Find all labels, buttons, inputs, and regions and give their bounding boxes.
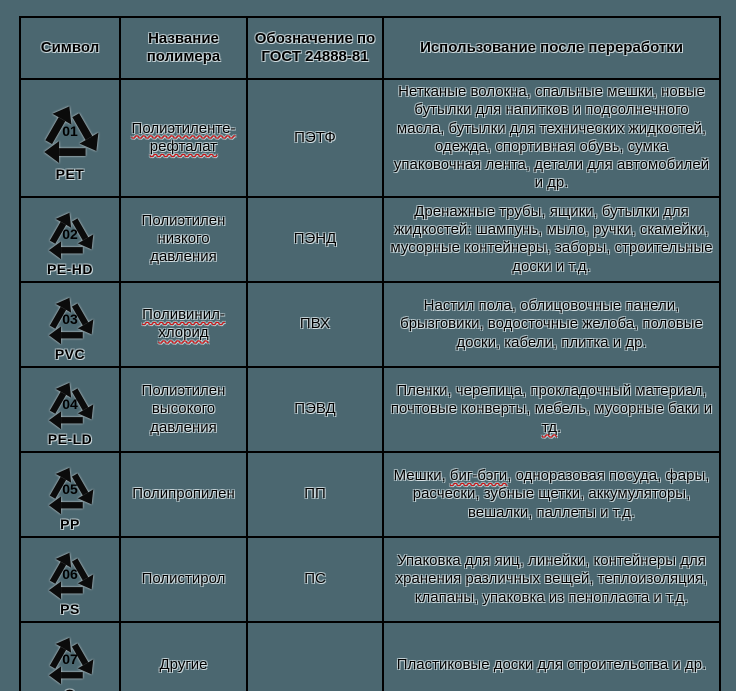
recycling-triangle-icon bbox=[48, 212, 94, 260]
col-header-gost-designation: Обозначение по ГОСТ 24888-81 bbox=[246, 16, 384, 80]
symbol-number: 03 bbox=[62, 310, 78, 327]
header-row: Символ Название полимера Обозначение по … bbox=[19, 16, 721, 80]
use-cell: Настил пола, облицовочные панели, брызго… bbox=[382, 280, 721, 368]
symbol-number: 04 bbox=[62, 395, 78, 412]
polymer-name-cell: Другие bbox=[119, 621, 248, 691]
gost-cell: ПЭТФ bbox=[246, 78, 384, 198]
recycling-symbol-01: 01 PET bbox=[29, 92, 111, 183]
table-row-ps: 06 PS Полистирол ПС Упаковка для яиц, ли… bbox=[19, 536, 721, 624]
use-text: Пленки, черепица, прокладочный материал,… bbox=[390, 382, 713, 418]
polymer-name-cell: Полипропилен bbox=[119, 451, 248, 539]
symbol-label: PET bbox=[55, 166, 85, 183]
symbol-label: PVC bbox=[54, 345, 86, 362]
polymer-name-cell: Поливинил-хлорид bbox=[119, 280, 248, 368]
use-cell: Нетканые волокна, спальные мешки, новые … bbox=[382, 78, 721, 198]
symbol-cell: 04 PE-LD bbox=[19, 365, 121, 454]
symbol-number: 06 bbox=[62, 566, 78, 583]
recycling-triangle-icon bbox=[48, 552, 94, 600]
polymer-name-cell: Полиэтиленте-рефталат bbox=[119, 78, 248, 198]
symbol-label: O bbox=[29, 686, 111, 691]
recycling-symbol-06: 06 PS bbox=[29, 541, 111, 618]
symbol-cell: 02 PE-HD bbox=[19, 195, 121, 283]
gost-cell: ПВХ bbox=[246, 280, 384, 368]
polymer-name: Полиэтиленте-рефталат bbox=[131, 119, 236, 155]
recycling-symbol-04: 04 PE-LD bbox=[29, 371, 111, 448]
polymer-name: Поливинил-хлорид bbox=[142, 306, 225, 342]
symbol-number: 07 bbox=[62, 651, 78, 668]
recycling-triangle-icon bbox=[48, 467, 94, 515]
gost-cell: ПЭВД bbox=[246, 365, 384, 454]
symbol-number: 05 bbox=[62, 481, 78, 498]
use-cell: Упаковка для яиц, линейки, контейнеры дл… bbox=[382, 536, 721, 624]
recycling-triangle-icon bbox=[44, 106, 99, 164]
symbol-cell: 01 PET bbox=[19, 78, 121, 198]
table-row-pe-ld: 04 PE-LD Полиэтилен высокого давления ПЭ… bbox=[19, 365, 721, 454]
polymer-name: Полиэтилен низкого давления bbox=[141, 211, 226, 266]
polymer-name-cell: Полиэтилен высокого давления bbox=[119, 365, 248, 454]
symbol-number: 01 bbox=[62, 123, 78, 140]
polymer-name-cell: Полиэтилен низкого давления bbox=[119, 195, 248, 283]
table-row-pet: 01 PET Полиэтиленте-рефталат ПЭТФ Неткан… bbox=[19, 78, 721, 198]
use-cell: Пленки, черепица, прокладочный материал,… bbox=[382, 365, 721, 454]
symbol-cell: 03 PVC bbox=[19, 280, 121, 368]
use-cell: Пластиковые доски для строительства и др… bbox=[382, 621, 721, 691]
symbol-label: PS bbox=[60, 601, 80, 618]
recycling-symbol-02: 02 PE-HD bbox=[29, 201, 111, 278]
use-text-misspelled: биг-бэги bbox=[449, 467, 508, 485]
symbol-label: PE-HD bbox=[46, 260, 94, 277]
symbol-cell: 06 PS bbox=[19, 536, 121, 624]
use-text: . bbox=[556, 418, 562, 436]
use-text: Мешки, bbox=[393, 467, 450, 485]
recycling-symbol-03: 03 PVC bbox=[29, 286, 111, 363]
use-cell: Дренажные трубы, ящики, бутылки для жидк… bbox=[382, 195, 721, 283]
symbol-label: PE-LD bbox=[47, 430, 93, 447]
col-header-symbol: Символ bbox=[19, 16, 121, 80]
table-row-pp: 05 PP Полипропилен ПП Мешки, биг-бэги, о… bbox=[19, 451, 721, 539]
table-row-pe-hd: 02 PE-HD Полиэтилен низкого давления ПЭН… bbox=[19, 195, 721, 283]
recycling-symbol-07: 07 O bbox=[29, 626, 111, 691]
use-text: , одноразовая посуда, фары, расчески, зу… bbox=[412, 467, 710, 521]
col-header-recycled-use: Использование после переработки bbox=[382, 16, 721, 80]
symbol-number: 02 bbox=[62, 225, 78, 242]
plastics-recycling-table: Символ Название полимера Обозначение по … bbox=[19, 16, 721, 691]
recycling-symbol-05: 05 PP bbox=[29, 456, 111, 533]
symbol-label: PP bbox=[60, 516, 80, 533]
recycling-triangle-icon bbox=[48, 382, 94, 430]
gost-cell: ПЭНД bbox=[246, 195, 384, 283]
use-cell: Мешки, биг-бэги, одноразовая посуда, фар… bbox=[382, 451, 721, 539]
gost-cell: ПС bbox=[246, 536, 384, 624]
gost-cell: ПП bbox=[246, 451, 384, 539]
gost-cell bbox=[246, 621, 384, 691]
polymer-name: Полистирол bbox=[141, 570, 226, 588]
polymer-name: Полиэтилен высокого давления bbox=[141, 382, 226, 436]
table-row-other: 07 O Другие Пластиковые доски для строит… bbox=[19, 621, 721, 691]
table-row-pvc: 03 PVC Поливинил-хлорид ПВХ Настил пола,… bbox=[19, 280, 721, 368]
use-text-misspelled: тд bbox=[541, 418, 557, 436]
symbol-cell: 07 O bbox=[19, 621, 121, 691]
col-header-polymer-name: Название полимера bbox=[119, 16, 248, 80]
polymer-name: Другие bbox=[159, 655, 208, 673]
recycling-triangle-icon bbox=[48, 637, 94, 685]
polymer-name-cell: Полистирол bbox=[119, 536, 248, 624]
polymer-name: Полипропилен bbox=[132, 485, 235, 503]
recycling-triangle-icon bbox=[48, 297, 94, 345]
symbol-cell: 05 PP bbox=[19, 451, 121, 539]
